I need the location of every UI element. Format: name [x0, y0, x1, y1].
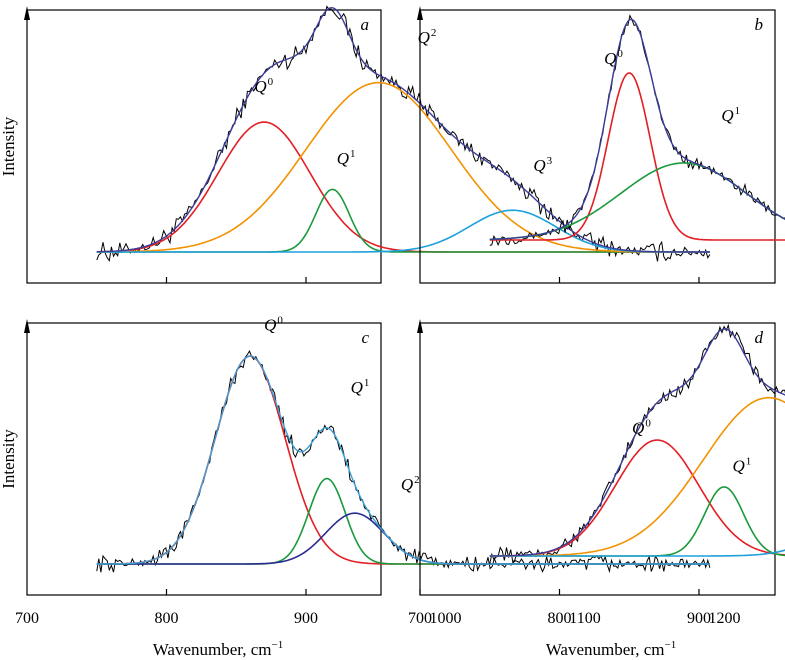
panel-letter: d: [755, 328, 764, 347]
fit-envelope-line: [96, 6, 710, 253]
peak-label: Q2: [418, 27, 437, 47]
panel-letter: c: [361, 328, 369, 347]
y-axis-arrow: [417, 6, 423, 20]
x-tick-label: 800: [155, 610, 179, 627]
fit-envelope-line: [489, 18, 785, 240]
raw-spectrum-line: [489, 323, 785, 564]
x-axis-label: Wavenumber, cm−1: [153, 639, 284, 659]
component-Q1-line: [489, 486, 785, 557]
peak-label: Q0: [632, 417, 651, 437]
raw-spectrum-line: [96, 349, 711, 574]
x-tick-label: 700: [15, 610, 39, 627]
x-tick-label: 1200: [709, 610, 741, 627]
component-Q0-line: [489, 439, 785, 557]
peak-label: Q3: [533, 155, 552, 175]
component-Q2-line: [489, 396, 785, 557]
y-axis-arrow: [24, 319, 30, 333]
panel-a: Q0 Q1 Q2 Q3 a Intensity: [0, 5, 711, 284]
plot-frame: [419, 9, 776, 284]
component-Q0-line: [489, 72, 785, 241]
peak-label: Q1: [337, 148, 356, 168]
x-tick-label: 800: [548, 610, 572, 627]
x-tick-label: 700: [408, 610, 432, 627]
x-tick-label: 1100: [569, 610, 600, 627]
panel-d: Q0Q1Q2Q3d: [417, 319, 785, 596]
plot-frame: [419, 322, 776, 596]
plot-frame: [26, 9, 382, 284]
component-Q1-line: [96, 188, 710, 253]
raw-spectrum-line: [96, 5, 711, 262]
component-Q3-line: [489, 549, 785, 557]
x-axis-label: Wavenumber, cm−1: [546, 639, 677, 659]
component-Q0-line: [96, 121, 710, 253]
panel-letter: a: [361, 15, 370, 34]
raw-spectrum-line: [489, 14, 785, 247]
peak-label: Q1: [721, 105, 740, 125]
component-Q2-line: [96, 81, 710, 253]
x-tick-label: 1000: [430, 610, 462, 627]
fit-envelope-line: [96, 355, 710, 565]
x-tick-label: 900: [687, 610, 711, 627]
y-axis-arrow: [24, 6, 30, 20]
peak-label: Q1: [732, 455, 751, 475]
peak-label: Q0: [254, 76, 273, 96]
panel-b: Q0 Q1 b: [417, 6, 785, 284]
component-Q1-line: [489, 162, 785, 241]
panel-letter: b: [755, 15, 764, 34]
y-axis-label: Intensity: [0, 116, 18, 176]
y-axis-label: Intensity: [0, 429, 18, 489]
plot-frame: [26, 322, 382, 596]
peak-label: Q0: [264, 315, 283, 335]
peak-label: Q2: [401, 474, 420, 494]
panel-c: Q0 Q1 Q2 c Intensity: [0, 315, 711, 596]
x-tick-label: 900: [294, 610, 318, 627]
peak-label: Q1: [351, 377, 370, 397]
component-Q0-line: [96, 355, 710, 565]
peak-label: Q0: [604, 48, 623, 68]
y-axis-arrow: [417, 319, 423, 333]
fit-envelope-line: [489, 328, 785, 557]
component-Q3-line: [96, 209, 710, 253]
